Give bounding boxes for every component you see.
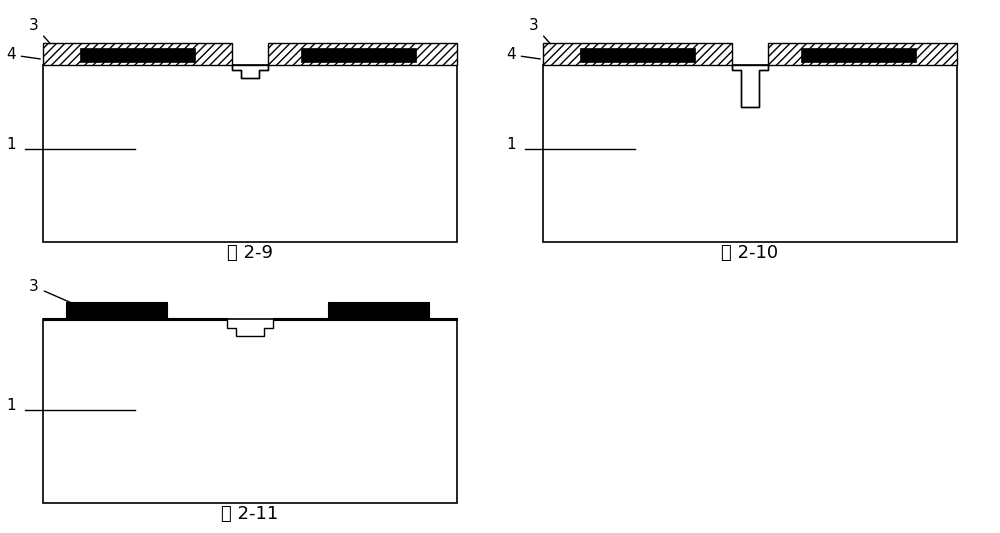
Polygon shape xyxy=(732,66,768,107)
Text: 4: 4 xyxy=(506,47,540,62)
Text: 图 2-9: 图 2-9 xyxy=(227,244,273,262)
Text: 3: 3 xyxy=(529,18,550,44)
Bar xyxy=(301,49,416,62)
Text: 4: 4 xyxy=(6,47,40,62)
Bar xyxy=(543,66,957,242)
Bar xyxy=(768,43,957,66)
Bar xyxy=(273,318,457,320)
Bar xyxy=(328,302,429,318)
Text: 1: 1 xyxy=(506,137,516,152)
Text: 图 2-10: 图 2-10 xyxy=(721,244,779,262)
Bar xyxy=(43,43,232,66)
Polygon shape xyxy=(232,66,268,78)
Bar xyxy=(80,49,195,62)
Text: 3: 3 xyxy=(29,279,73,303)
Text: 图 2-11: 图 2-11 xyxy=(221,505,279,523)
Bar xyxy=(580,49,695,62)
Text: 1: 1 xyxy=(6,137,16,152)
Polygon shape xyxy=(227,320,273,336)
Bar xyxy=(43,319,457,503)
Bar xyxy=(801,49,916,62)
Bar xyxy=(43,66,457,242)
Bar xyxy=(543,43,732,66)
Bar xyxy=(66,302,167,318)
Text: 3: 3 xyxy=(29,18,50,44)
Bar xyxy=(43,318,227,320)
Text: 1: 1 xyxy=(6,398,16,413)
Bar xyxy=(268,43,457,66)
